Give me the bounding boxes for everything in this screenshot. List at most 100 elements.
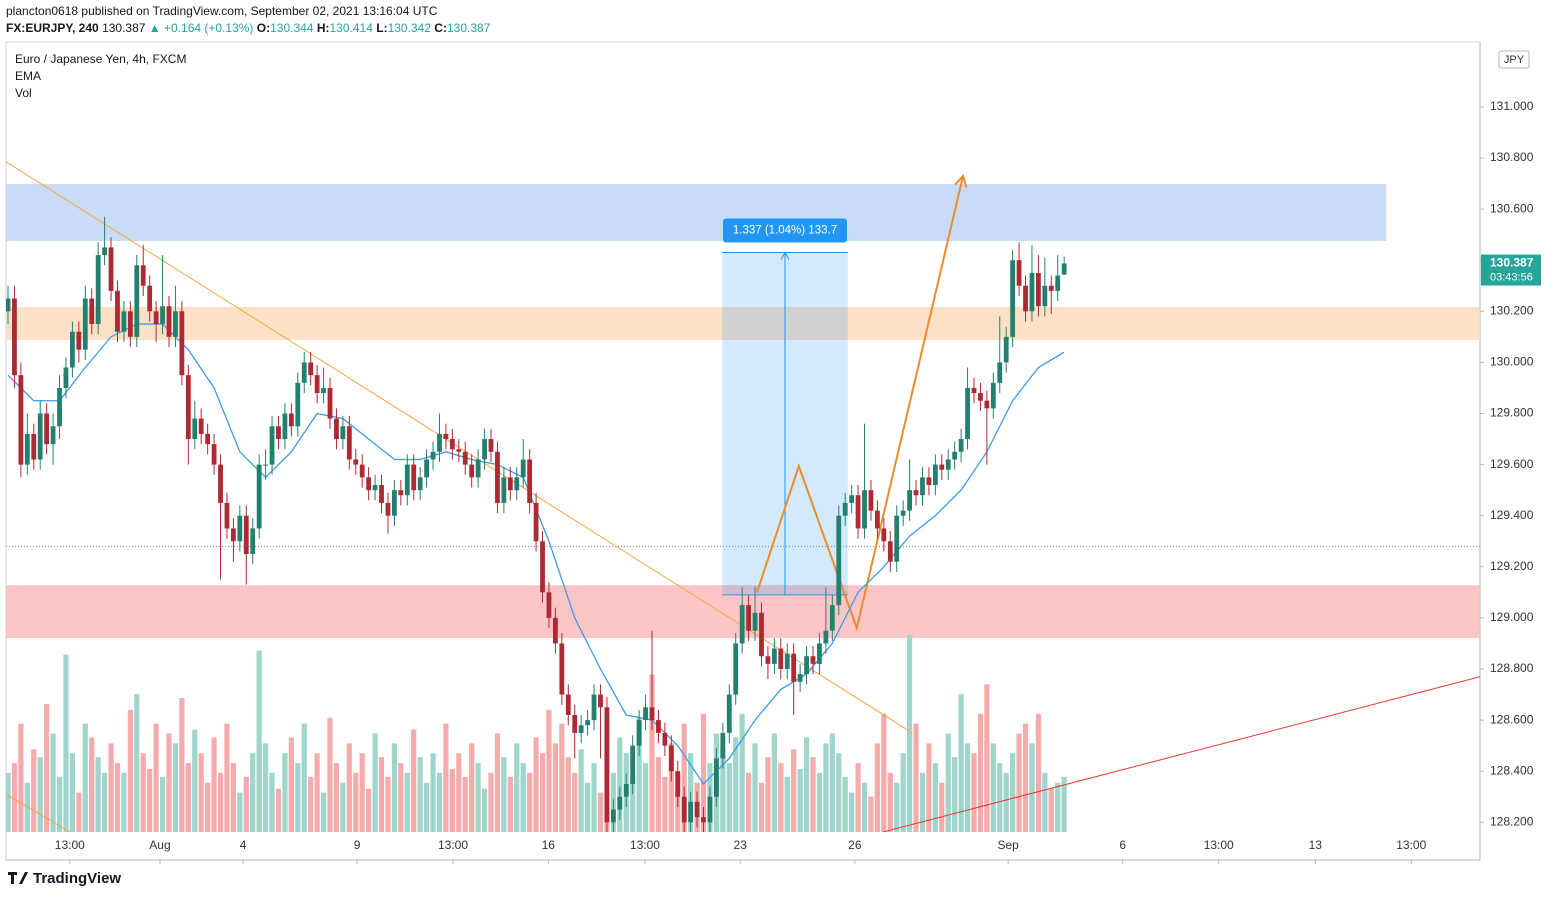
x-tick-label: 13:00 xyxy=(55,838,85,852)
candle-body xyxy=(810,656,816,664)
volume-bar xyxy=(398,763,404,832)
y-tick-label: 129.000 xyxy=(1490,610,1534,624)
candle-body xyxy=(482,439,487,460)
candle-body xyxy=(288,413,294,427)
candle-body xyxy=(475,459,481,478)
volume-bar xyxy=(237,792,243,832)
volume-bar xyxy=(263,743,269,832)
c-value: 130.387 xyxy=(447,21,491,35)
candle-body xyxy=(250,528,256,555)
candle-body xyxy=(437,433,442,452)
volume-bar xyxy=(24,782,30,832)
candle-body xyxy=(771,648,777,664)
volume-bar xyxy=(269,772,275,832)
candle-body xyxy=(797,674,803,682)
candle-body xyxy=(739,605,745,644)
volume-bar xyxy=(771,733,777,832)
candle-body xyxy=(823,630,829,644)
volume-bar xyxy=(836,753,842,832)
candle-body xyxy=(965,387,970,440)
candle-body xyxy=(752,612,758,631)
volume-bar xyxy=(411,729,417,832)
candle-body xyxy=(1003,336,1009,363)
candle-body xyxy=(952,451,958,460)
ema-line xyxy=(7,323,1065,785)
candle-body xyxy=(224,502,230,529)
volume-bar xyxy=(668,743,674,832)
volume-bar xyxy=(990,743,996,832)
candle-body xyxy=(379,485,384,503)
candle-body xyxy=(1036,272,1041,307)
candle-body xyxy=(887,541,893,562)
logo[interactable]: TradingView xyxy=(8,870,121,887)
volume-bar xyxy=(31,749,37,832)
candle-body xyxy=(263,464,268,466)
candle-body xyxy=(591,694,597,721)
candle-body xyxy=(140,265,146,286)
volume-bar xyxy=(752,743,758,832)
volume-bar xyxy=(791,749,797,832)
volume-bar xyxy=(1048,788,1054,832)
candle-body xyxy=(688,801,694,823)
volume-bar xyxy=(147,768,153,832)
volume-bar xyxy=(243,776,249,832)
candle-body xyxy=(6,298,11,312)
l-label: L: xyxy=(376,21,387,35)
volume-bar xyxy=(385,776,391,832)
l-value: 130.342 xyxy=(388,21,432,35)
candle-body xyxy=(842,502,848,516)
candle-body xyxy=(392,490,397,516)
candle-body xyxy=(585,720,590,726)
volume-bar xyxy=(861,782,868,832)
volume-bar xyxy=(50,733,56,832)
x-tick-label: 13:00 xyxy=(438,838,468,852)
x-tick-label: 13 xyxy=(1309,838,1323,852)
x-tick-label: Aug xyxy=(149,838,170,852)
volume-bar xyxy=(507,776,513,832)
volume-bar xyxy=(997,763,1003,832)
volume-bar xyxy=(353,772,359,832)
volume-bar xyxy=(217,772,224,832)
candle-body xyxy=(127,311,133,337)
currency-label: JPY xyxy=(1504,54,1525,66)
candle-body xyxy=(668,745,674,772)
candle-body xyxy=(243,515,249,555)
volume-bar xyxy=(102,772,108,832)
volume-bar xyxy=(874,743,880,832)
volume-bar xyxy=(894,782,900,832)
volume-bar xyxy=(198,753,204,832)
h-label: H: xyxy=(317,21,330,35)
legend-symbol: Euro / Japanese Yen, 4h, FXCM xyxy=(15,52,186,66)
volume-bar xyxy=(456,753,462,832)
volume-bar xyxy=(1016,733,1022,832)
candle-body xyxy=(578,725,584,733)
candle-body xyxy=(862,490,867,529)
candle-body xyxy=(469,464,475,478)
candle-body xyxy=(179,311,185,376)
candle-body xyxy=(997,362,1003,383)
candle-body xyxy=(649,707,655,721)
volume-bar xyxy=(945,733,951,832)
volume-bar xyxy=(159,776,166,832)
volume-bar xyxy=(320,792,327,832)
candle-body xyxy=(939,464,945,470)
volume-bar xyxy=(964,743,971,832)
candle-body xyxy=(894,515,900,562)
y-tick-label: 130.600 xyxy=(1490,201,1534,215)
x-tick-label: 13:00 xyxy=(1204,838,1234,852)
axes: 128.200 128.400 128.600 128.800 129.000 129.2… xyxy=(55,50,1541,864)
candle-body xyxy=(153,311,159,325)
candle-body xyxy=(1061,263,1067,275)
candle-body xyxy=(256,464,262,529)
candle-body xyxy=(424,459,429,478)
volume-bar xyxy=(44,703,50,832)
y-tick-label: 131.000 xyxy=(1490,99,1534,113)
candle-body xyxy=(192,418,198,440)
x-tick-label: 9 xyxy=(354,838,361,852)
candle-body xyxy=(765,656,771,664)
candle-body xyxy=(559,643,565,695)
volume-bar xyxy=(591,763,597,832)
candle-body xyxy=(913,490,919,496)
volume-bar xyxy=(700,713,707,832)
